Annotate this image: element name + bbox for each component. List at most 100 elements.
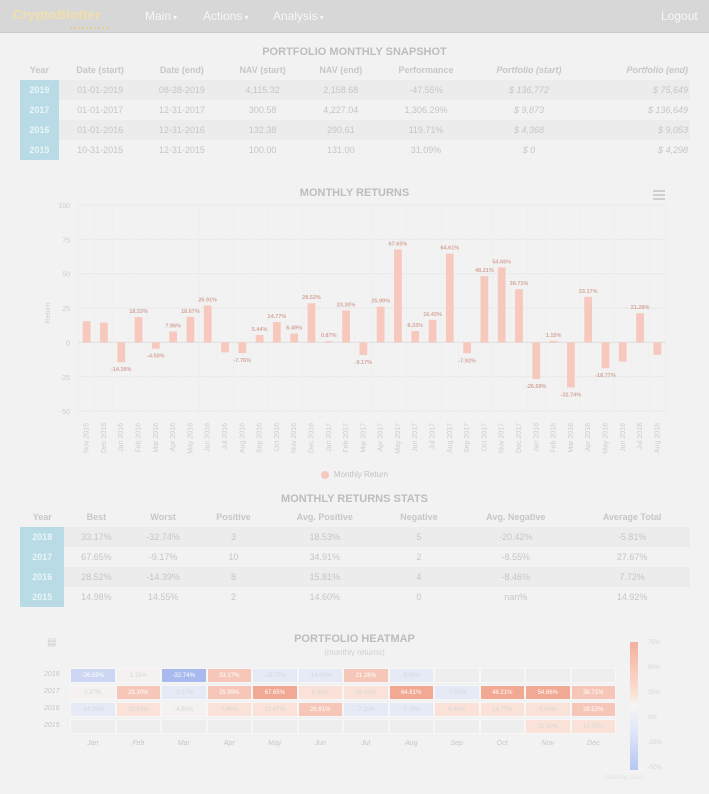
heatmap-cell[interactable] xyxy=(434,719,480,734)
nav-actions[interactable]: Actions ▾ xyxy=(203,9,249,23)
heatmap-cell[interactable] xyxy=(479,668,525,683)
snapshot-cell: 12-31-2016 xyxy=(141,120,223,140)
stats-header-2[interactable]: Worst xyxy=(150,512,176,522)
heatmap-cell[interactable]: 26.91% xyxy=(297,702,343,717)
y-tick-label: 25 xyxy=(62,306,70,313)
bar-data-label: 21.28% xyxy=(631,305,650,311)
snapshot-year-cell[interactable]: 2019 xyxy=(20,80,59,100)
heatmap-cell[interactable]: 25.99% xyxy=(206,685,252,700)
heatmap-cell[interactable] xyxy=(161,719,207,734)
heatmap-cell[interactable]: -14.00% xyxy=(297,668,343,683)
stats-year-cell[interactable]: 2016 xyxy=(20,567,65,587)
bar-data-label: -4.50% xyxy=(147,354,165,360)
heatmap-year-label: 2016 xyxy=(44,705,60,712)
heatmap-cell[interactable]: 64.61% xyxy=(388,685,434,700)
snapshot-cell: 01-01-2016 xyxy=(58,120,142,140)
heatmap-cell[interactable]: -14.39% xyxy=(70,702,116,717)
heatmap-cell[interactable]: 15.50% xyxy=(525,719,571,734)
bar xyxy=(376,306,385,343)
heatmap-cell[interactable]: 0.87% xyxy=(70,685,116,700)
heatmap-cell[interactable]: 8.33% xyxy=(297,685,343,700)
heatmap-cell[interactable] xyxy=(297,719,343,734)
heatmap-cell[interactable]: 48.21% xyxy=(479,685,525,700)
snapshot-year-cell[interactable]: 2015 xyxy=(20,140,59,160)
stats-header-3[interactable]: Positive xyxy=(216,512,251,522)
stats-header-5[interactable]: Negative xyxy=(400,512,438,522)
stats-cell: 34.91% xyxy=(309,552,341,562)
heatmap-cell[interactable]: -7.92% xyxy=(434,685,480,700)
snapshot-header-0[interactable]: Year xyxy=(29,65,49,75)
bar-chart-icon[interactable]: ▤ xyxy=(47,637,57,648)
nav-analysis[interactable]: Analysis ▾ xyxy=(273,9,324,23)
x-tick-label: Oct 2017 xyxy=(481,423,488,452)
stats-header-7[interactable]: Average Total xyxy=(602,512,662,522)
heatmap-cell[interactable]: -18.77% xyxy=(252,668,298,683)
snapshot-header-4[interactable]: NAV (end) xyxy=(319,65,363,75)
stats-cell: 2 xyxy=(230,592,236,602)
heatmap-cell[interactable]: -7.20% xyxy=(343,702,389,717)
stats-header-6[interactable]: Avg. Negative xyxy=(486,512,546,522)
heatmap-cell[interactable]: -9.00% xyxy=(388,668,434,683)
heatmap-cell[interactable]: 21.28% xyxy=(343,668,389,683)
brand-logo[interactable]: CryptoBlotter xyxy=(13,7,101,22)
stats-year-cell[interactable]: 2017 xyxy=(20,547,65,567)
snapshot-header-3[interactable]: NAV (start) xyxy=(239,65,286,75)
snapshot-header-1[interactable]: Date (start) xyxy=(76,65,124,75)
chart-menu-icon[interactable] xyxy=(653,190,665,202)
heatmap-cell[interactable]: 14.77% xyxy=(479,702,525,717)
bar xyxy=(445,253,454,343)
heatmap-cell[interactable]: 18.53% xyxy=(115,702,161,717)
heatmap-cell[interactable] xyxy=(343,719,389,734)
heatmap-cell[interactable] xyxy=(434,668,480,683)
heatmap-cell[interactable] xyxy=(570,668,616,683)
stats-year-cell[interactable]: 2018 xyxy=(20,527,65,547)
heatmap-cell[interactable]: 1.15% xyxy=(115,668,161,683)
heatmap-cell[interactable]: 6.49% xyxy=(525,702,571,717)
heatmap-cell[interactable] xyxy=(70,719,116,734)
heatmap-cell[interactable]: -26.59% xyxy=(70,668,116,683)
snapshot-year-cell[interactable]: 2017 xyxy=(20,100,59,120)
heatmap-cell[interactable] xyxy=(252,719,298,734)
chart-legend[interactable]: Monthly Return xyxy=(0,470,709,479)
heatmap-cell[interactable] xyxy=(479,719,525,734)
stats-cell: -8.46% xyxy=(457,567,575,587)
stats-header-4[interactable]: Avg. Positive xyxy=(296,512,353,522)
snapshot-year-cell[interactable]: 2016 xyxy=(20,120,59,140)
heatmap-cell[interactable]: -32.74% xyxy=(161,668,207,683)
snapshot-header-6[interactable]: Portfolio (start) xyxy=(496,65,562,75)
stats-year-cell[interactable]: 2015 xyxy=(20,587,65,607)
bar-data-label: -7.92% xyxy=(458,358,476,364)
stats-header-0[interactable]: Year xyxy=(32,512,52,522)
heatmap-cell[interactable] xyxy=(388,719,434,734)
heatmap-cell[interactable]: 7.96% xyxy=(206,702,252,717)
heatmap-cell[interactable] xyxy=(115,719,161,734)
snapshot-cell: 290.61 xyxy=(303,120,379,140)
bar xyxy=(359,342,368,356)
heatmap-cell[interactable]: 14.50% xyxy=(570,719,616,734)
snapshot-header-5[interactable]: Performance xyxy=(398,65,454,75)
heatmap-cell[interactable]: 5.44% xyxy=(434,702,480,717)
bar-data-label: 7.96% xyxy=(165,323,181,329)
heatmap-cell[interactable]: 18.67% xyxy=(252,702,298,717)
snapshot-header-7[interactable]: Portfolio (end) xyxy=(626,65,689,75)
snapshot-header-2[interactable]: Date (end) xyxy=(159,65,204,75)
heatmap-cell[interactable] xyxy=(206,719,252,734)
heatmap-cell[interactable]: 67.65% xyxy=(252,685,298,700)
heatmap-cell[interactable]: 23.30% xyxy=(115,685,161,700)
nav-main[interactable]: Main ▾ xyxy=(145,9,178,23)
heatmap-cell[interactable]: 54.66% xyxy=(525,685,571,700)
heatmap-cell[interactable]: 28.52% xyxy=(570,702,616,717)
bar-data-label: 23.30% xyxy=(337,302,356,308)
heatmap-cell[interactable]: 38.71% xyxy=(570,685,616,700)
heatmap-cell[interactable] xyxy=(525,668,571,683)
heatmap-cell[interactable]: 16.43% xyxy=(343,685,389,700)
snapshot-row: 2017 01-01-2017 12-31-2017 300.58 4,227.04 1,… xyxy=(20,100,690,120)
x-tick-label: May 2018 xyxy=(602,423,609,454)
stats-header-1[interactable]: Best xyxy=(86,512,107,522)
heatmap-cell[interactable]: -4.50% xyxy=(161,702,207,717)
heatmap-cell[interactable]: 33.17% xyxy=(206,668,252,683)
heatmap-cell[interactable]: -7.76% xyxy=(388,702,434,717)
heatmap-cell[interactable]: -9.17% xyxy=(161,685,207,700)
stats-cell: 10 xyxy=(228,552,239,562)
logout-link[interactable]: Logout xyxy=(661,9,698,23)
